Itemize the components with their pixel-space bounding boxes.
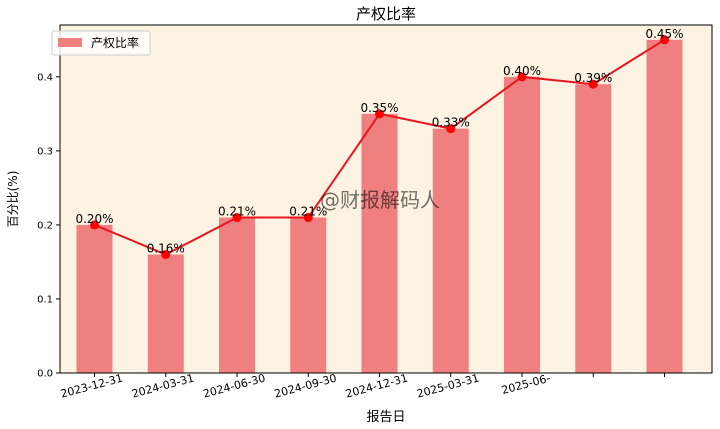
plot-frame — [59, 24, 713, 374]
bar — [575, 84, 612, 373]
x-tick-label: 2023-12-31 — [59, 372, 124, 401]
y-tick-label: 0.0 — [37, 369, 53, 380]
data-label: 0.21% — [289, 205, 327, 219]
bar — [361, 113, 398, 373]
legend-label: 产权比率 — [91, 35, 139, 50]
bar — [646, 39, 683, 374]
x-tick-label: 2024-03-31 — [130, 372, 195, 401]
data-label: 0.39% — [574, 71, 612, 85]
data-point — [232, 213, 242, 223]
watermark: @财报解码人 — [320, 188, 440, 212]
data-label: 0.35% — [360, 101, 398, 115]
legend-swatch — [58, 38, 82, 47]
x-axis-label: 报告日 — [366, 410, 405, 425]
data-label: 0.21% — [218, 205, 256, 219]
data-label: 0.40% — [503, 64, 541, 78]
data-label: 0.45% — [645, 27, 683, 41]
bar — [147, 254, 184, 373]
y-tick-label: 0.2 — [37, 220, 53, 231]
x-tick-label: 2024-09-30 — [273, 372, 338, 401]
x-tick-label: 2024-12-31 — [344, 372, 409, 401]
x-tick-label: 2025-03-31 — [415, 372, 480, 401]
y-axis-label: 百分比(%) — [6, 171, 20, 228]
y-tick-label: 0.4 — [37, 72, 53, 83]
y-tick-label: 0.1 — [37, 294, 53, 305]
legend-box — [51, 30, 151, 56]
bar — [219, 217, 255, 373]
data-label: 0.33% — [432, 116, 470, 130]
data-point — [90, 220, 99, 230]
bar — [76, 224, 113, 373]
data-point — [375, 109, 384, 119]
chart-title: 产权比率 — [356, 5, 416, 23]
bar — [504, 76, 540, 374]
x-tick-label: 2024-06-30 — [202, 372, 267, 401]
data-point — [517, 72, 527, 82]
data-point — [161, 250, 171, 260]
data-label: 0.20% — [75, 212, 113, 226]
data-point — [303, 213, 313, 223]
y-tick-label: 0.3 — [37, 146, 53, 157]
x-tick-label: 2025-06- — [500, 372, 552, 397]
data-label: 0.16% — [147, 242, 185, 256]
bar — [432, 128, 469, 373]
data-point — [588, 79, 598, 89]
legend: 产权比率 — [51, 30, 151, 56]
data-point — [660, 35, 669, 45]
data-point — [446, 124, 456, 134]
bar — [290, 217, 327, 373]
